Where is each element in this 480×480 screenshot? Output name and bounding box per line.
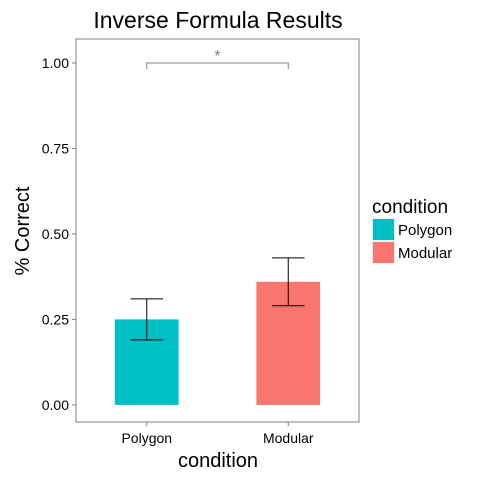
chart-title: Inverse Formula Results bbox=[93, 7, 342, 33]
significance-label: * bbox=[214, 48, 220, 65]
y-tick-label: 0.25 bbox=[42, 311, 69, 327]
x-tick-label: Polygon bbox=[121, 430, 172, 446]
y-tick-label: 0.00 bbox=[42, 397, 69, 413]
legend-title: condition bbox=[372, 197, 448, 218]
y-tick-label: 0.75 bbox=[42, 140, 69, 156]
x-axis-title: condition bbox=[178, 450, 258, 472]
x-tick-label: Modular bbox=[263, 430, 314, 446]
legend-label-polygon: Polygon bbox=[398, 222, 452, 239]
y-tick-label: 1.00 bbox=[42, 55, 69, 71]
error-bars bbox=[130, 257, 305, 341]
legend-label-modular: Modular bbox=[398, 245, 452, 262]
significance-line bbox=[146, 62, 289, 69]
legend: condition Polygon Modular bbox=[372, 197, 452, 264]
legend-key-polygon bbox=[373, 219, 394, 240]
y-axis-title: % Correct bbox=[12, 186, 34, 275]
y-tick-label: 0.50 bbox=[42, 226, 69, 242]
x-axis: Polygon Modular bbox=[121, 422, 314, 446]
y-axis: 0.00 0.25 0.50 0.75 1.00 bbox=[42, 55, 76, 413]
significance-bracket: * bbox=[146, 48, 289, 69]
legend-key-modular bbox=[373, 242, 394, 263]
